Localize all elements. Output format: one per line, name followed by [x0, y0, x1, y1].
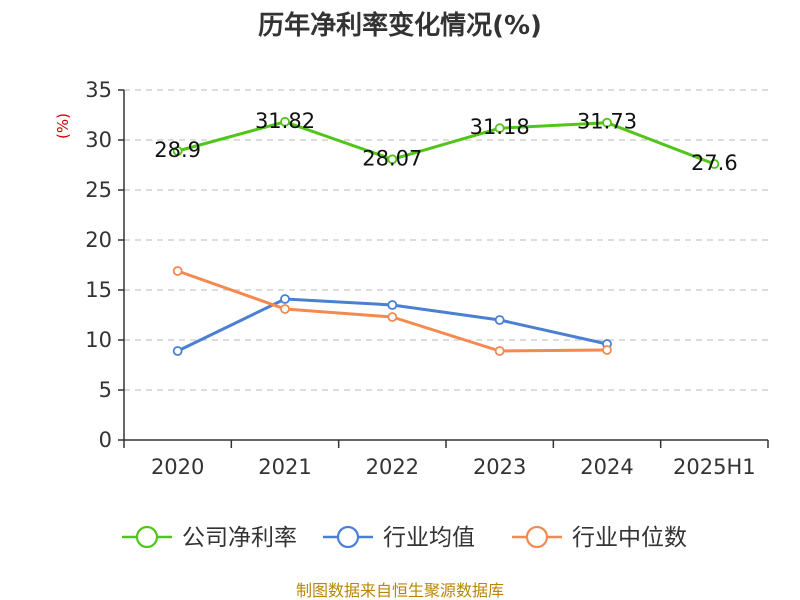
y-tick-label: 25 — [85, 178, 112, 202]
data-point — [709, 159, 720, 169]
x-tick-label: 2022 — [366, 455, 419, 479]
data-label: 31.82 — [255, 109, 315, 133]
y-tick-label: 20 — [85, 228, 112, 252]
axes: 0 5 10 15 20 25 30 35 2020 2021 2022 2023 2024 2025H1 — [85, 78, 769, 479]
data-point — [280, 304, 290, 314]
data-point — [494, 123, 505, 134]
chart-title: 历年净利率变化情况(%) — [258, 10, 542, 41]
data-point — [172, 346, 183, 356]
y-tick-label: 10 — [85, 328, 112, 352]
source-note: 制图数据来自恒生聚源数据库 — [296, 581, 504, 600]
y-tick-label: 15 — [85, 278, 112, 302]
grid-lines — [124, 89, 768, 391]
series-layer — [172, 116, 720, 356]
data-point — [172, 266, 183, 276]
series-3 — [172, 266, 612, 356]
series-line — [177, 269, 608, 353]
y-axis-unit: (%) — [54, 113, 72, 139]
data-point — [280, 294, 290, 304]
data-point — [494, 315, 505, 325]
legend-marker — [525, 525, 549, 549]
data-point — [494, 346, 505, 356]
x-tick-label: 2020 — [151, 455, 204, 479]
data-label: 31.18 — [470, 115, 530, 139]
x-tick-label: 2023 — [473, 455, 526, 479]
series-line — [177, 120, 715, 166]
series-1 — [172, 116, 720, 169]
legend-item-1: 公司净利率 — [122, 525, 297, 551]
data-label: 28.9 — [154, 138, 201, 162]
legend: 公司净利率 行业均值 行业中位数 — [122, 525, 687, 551]
x-tick-label: 2021 — [258, 455, 311, 479]
y-tick-label: 30 — [85, 128, 112, 152]
legend-label: 公司净利率 — [182, 525, 297, 551]
data-labels: 28.9 31.82 28.07 31.18 31.73 27.6 — [154, 109, 737, 175]
data-point — [387, 312, 398, 322]
series-2 — [172, 294, 612, 356]
legend-label: 行业中位数 — [572, 525, 687, 551]
data-point — [602, 117, 612, 128]
x-tick-label: 2024 — [580, 455, 633, 479]
x-tick-label: 2025H1 — [673, 455, 756, 479]
data-point — [172, 146, 183, 156]
y-tick-label: 35 — [85, 78, 112, 102]
data-label: 27.6 — [691, 151, 738, 175]
legend-item-2: 行业均值 — [323, 525, 475, 551]
data-label: 28.07 — [362, 146, 422, 170]
legend-marker — [135, 525, 159, 549]
y-tick-label: 5 — [99, 378, 112, 402]
data-point — [280, 116, 290, 127]
legend-marker — [336, 525, 360, 549]
legend-item-3: 行业中位数 — [512, 525, 687, 551]
data-point — [387, 300, 398, 310]
legend-label: 行业均值 — [383, 525, 475, 551]
data-label: 31.73 — [577, 110, 637, 134]
data-point — [602, 345, 612, 355]
y-tick-label: 0 — [99, 428, 112, 452]
data-point — [387, 154, 398, 165]
